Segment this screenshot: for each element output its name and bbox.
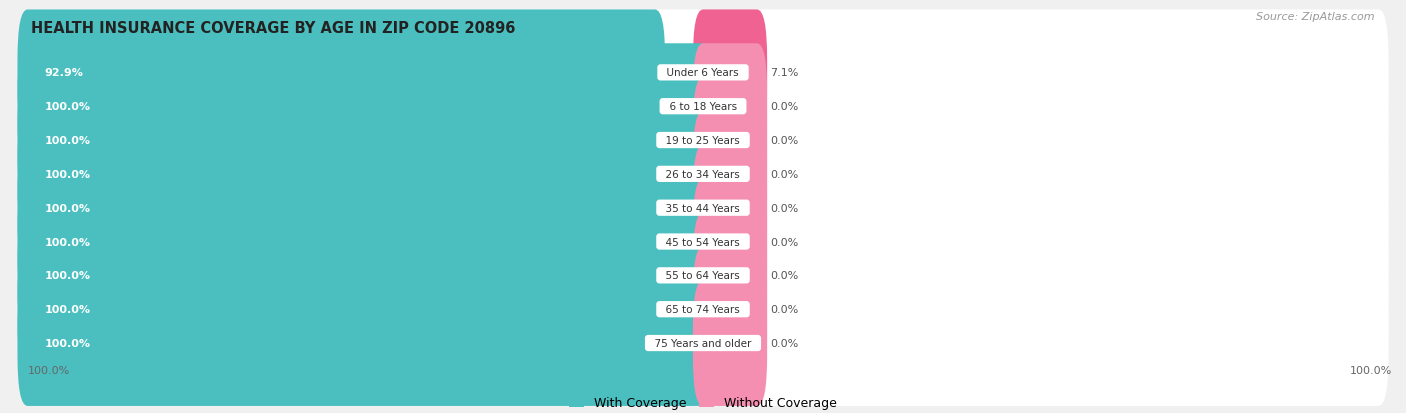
FancyBboxPatch shape <box>693 145 768 271</box>
FancyBboxPatch shape <box>17 179 1389 305</box>
Text: 0.0%: 0.0% <box>770 102 799 112</box>
Text: 0.0%: 0.0% <box>770 136 799 146</box>
Text: 7.1%: 7.1% <box>770 68 799 78</box>
Text: 100.0%: 100.0% <box>45 304 90 314</box>
FancyBboxPatch shape <box>17 112 713 237</box>
Text: 100.0%: 100.0% <box>45 102 90 112</box>
FancyBboxPatch shape <box>17 78 713 204</box>
FancyBboxPatch shape <box>693 78 768 204</box>
FancyBboxPatch shape <box>17 179 713 305</box>
FancyBboxPatch shape <box>17 213 713 339</box>
Text: 100.0%: 100.0% <box>45 203 90 213</box>
FancyBboxPatch shape <box>17 145 713 271</box>
FancyBboxPatch shape <box>693 112 768 237</box>
FancyBboxPatch shape <box>17 280 713 406</box>
Text: 45 to 54 Years: 45 to 54 Years <box>659 237 747 247</box>
Text: 0.0%: 0.0% <box>770 338 799 348</box>
Text: 0.0%: 0.0% <box>770 169 799 179</box>
Text: 55 to 64 Years: 55 to 64 Years <box>659 271 747 281</box>
FancyBboxPatch shape <box>17 247 1389 372</box>
FancyBboxPatch shape <box>17 10 665 136</box>
Text: 100.0%: 100.0% <box>45 237 90 247</box>
Text: 100.0%: 100.0% <box>1350 365 1392 375</box>
Text: 6 to 18 Years: 6 to 18 Years <box>662 102 744 112</box>
Text: 100.0%: 100.0% <box>45 136 90 146</box>
FancyBboxPatch shape <box>17 280 1389 406</box>
FancyBboxPatch shape <box>693 247 768 372</box>
Text: 0.0%: 0.0% <box>770 237 799 247</box>
Text: 100.0%: 100.0% <box>45 271 90 281</box>
FancyBboxPatch shape <box>17 112 1389 237</box>
FancyBboxPatch shape <box>17 213 1389 339</box>
FancyBboxPatch shape <box>693 280 768 406</box>
Text: 100.0%: 100.0% <box>28 365 70 375</box>
Text: 26 to 34 Years: 26 to 34 Years <box>659 169 747 179</box>
Text: 100.0%: 100.0% <box>45 338 90 348</box>
FancyBboxPatch shape <box>693 179 768 305</box>
FancyBboxPatch shape <box>693 44 768 170</box>
Text: 92.9%: 92.9% <box>45 68 83 78</box>
Text: 0.0%: 0.0% <box>770 304 799 314</box>
FancyBboxPatch shape <box>17 44 1389 170</box>
Text: 0.0%: 0.0% <box>770 271 799 281</box>
FancyBboxPatch shape <box>693 10 768 136</box>
FancyBboxPatch shape <box>17 247 713 372</box>
Text: Source: ZipAtlas.com: Source: ZipAtlas.com <box>1257 12 1375 22</box>
Text: 65 to 74 Years: 65 to 74 Years <box>659 304 747 314</box>
FancyBboxPatch shape <box>17 145 1389 271</box>
Text: 75 Years and older: 75 Years and older <box>648 338 758 348</box>
Legend: With Coverage, Without Coverage: With Coverage, Without Coverage <box>564 391 842 413</box>
Text: Under 6 Years: Under 6 Years <box>661 68 745 78</box>
FancyBboxPatch shape <box>17 10 1389 136</box>
FancyBboxPatch shape <box>693 213 768 339</box>
FancyBboxPatch shape <box>17 44 713 170</box>
FancyBboxPatch shape <box>17 78 1389 204</box>
Text: 100.0%: 100.0% <box>45 169 90 179</box>
Text: 19 to 25 Years: 19 to 25 Years <box>659 136 747 146</box>
Text: 35 to 44 Years: 35 to 44 Years <box>659 203 747 213</box>
Text: 0.0%: 0.0% <box>770 203 799 213</box>
Text: HEALTH INSURANCE COVERAGE BY AGE IN ZIP CODE 20896: HEALTH INSURANCE COVERAGE BY AGE IN ZIP … <box>31 21 516 36</box>
